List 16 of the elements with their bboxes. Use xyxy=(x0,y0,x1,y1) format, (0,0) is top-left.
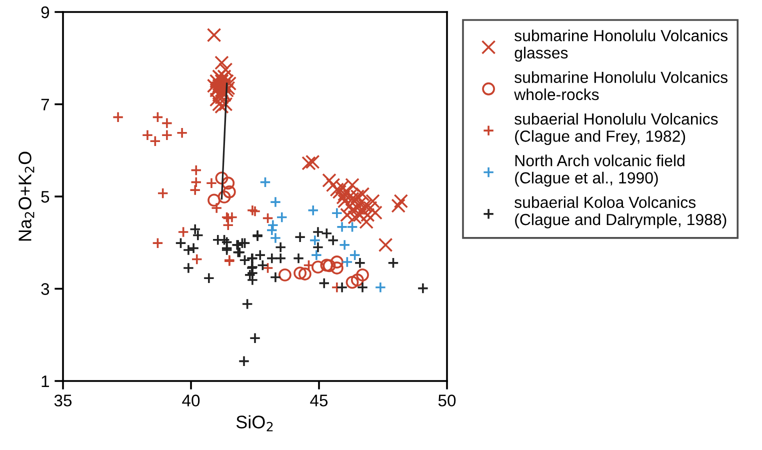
legend-label: subaerial Koloa Volcanics (Clague and Dalrymple, 1988) xyxy=(514,196,726,228)
x-tick-label: 35 xyxy=(54,394,72,406)
y-axis-title: Na$_{2}$O+K$_{2}$O xyxy=(18,152,34,241)
y-tick-label: 5 xyxy=(41,191,50,203)
legend-label: North Arch volcanic field (Clague et al., 1990) xyxy=(515,154,684,187)
x-tick-label: 45 xyxy=(310,394,328,406)
x-axis-title: SiO$_{2}$ xyxy=(236,415,273,432)
legend-label: subaerial Honolulu Volcanics (Clague and Frey, 1982) xyxy=(514,112,718,146)
y-tick-label: 3 xyxy=(41,283,50,295)
legend-label: submarine Honolulu Volcanics whole-rocks xyxy=(514,71,728,100)
y-tick-label: 9 xyxy=(41,6,50,18)
x-tick-label: 40 xyxy=(182,394,200,406)
legend-label: submarine Honolulu Volcanics glasses xyxy=(514,30,728,62)
y-tick-label: 1 xyxy=(42,376,49,388)
y-tick-label: 7 xyxy=(41,98,49,110)
x-tick-label: 50 xyxy=(438,394,456,406)
